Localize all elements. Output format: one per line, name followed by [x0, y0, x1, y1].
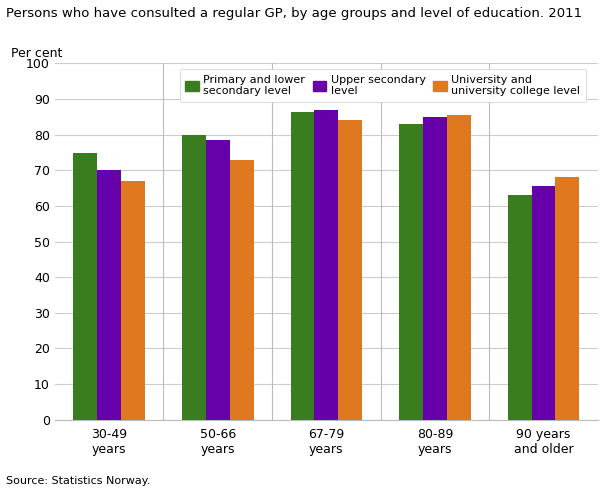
- Bar: [447, 115, 471, 420]
- Bar: [339, 121, 362, 420]
- Bar: [182, 135, 206, 420]
- Bar: [556, 178, 580, 420]
- Text: Persons who have consulted a regular GP, by age groups and level of education. 2: Persons who have consulted a regular GP,…: [6, 7, 582, 20]
- Bar: [97, 170, 121, 420]
- Text: Source: Statistics Norway.: Source: Statistics Norway.: [6, 476, 151, 486]
- Bar: [314, 110, 339, 420]
- Bar: [206, 140, 230, 420]
- Legend: Primary and lower
secondary level, Upper secondary
level, University and
univers: Primary and lower secondary level, Upper…: [180, 69, 586, 102]
- Bar: [73, 152, 97, 420]
- Bar: [423, 117, 447, 420]
- Bar: [531, 186, 556, 420]
- Bar: [399, 124, 423, 420]
- Bar: [290, 112, 314, 420]
- Bar: [508, 195, 531, 420]
- Bar: [121, 181, 145, 420]
- Bar: [230, 160, 254, 420]
- Text: Per cent: Per cent: [12, 47, 63, 60]
